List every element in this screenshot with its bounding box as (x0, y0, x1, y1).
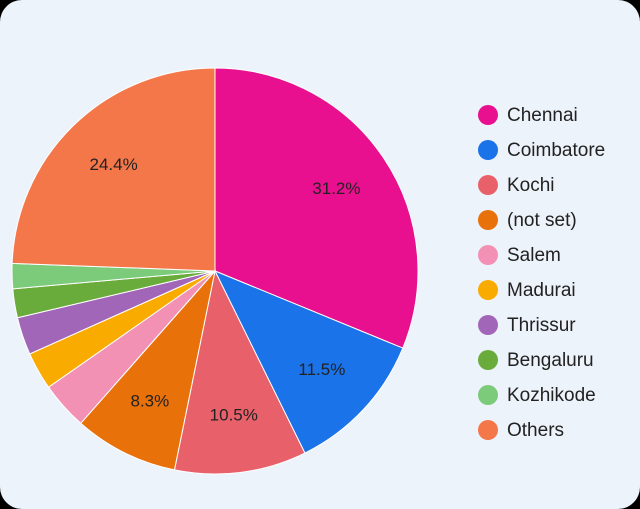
legend-label: Thrissur (507, 315, 576, 336)
legend-label: Others (507, 420, 564, 441)
data-label: 11.5% (298, 360, 345, 379)
legend-marker (478, 210, 498, 230)
data-label: 10.5% (210, 405, 258, 424)
legend-marker (478, 315, 498, 335)
legend-marker (478, 105, 498, 125)
pie-slice (11, 67, 216, 272)
data-label: 31.2% (312, 179, 360, 198)
legend-label: Coimbatore (507, 140, 605, 161)
legend-label: Kochi (507, 175, 555, 196)
legend-label: Bengaluru (507, 350, 594, 371)
data-label: 24.4% (90, 155, 138, 174)
pie-slice (213, 270, 404, 454)
legend-marker (478, 140, 498, 160)
legend-marker (478, 280, 498, 300)
legend-marker (478, 245, 498, 265)
pie-slice (214, 67, 419, 349)
legend-label: Kozhikode (507, 385, 596, 406)
legend-label: Salem (507, 245, 561, 266)
legend-marker (478, 385, 498, 405)
legend-label: (not set) (507, 210, 577, 231)
legend-marker (478, 175, 498, 195)
legend-label: Madurai (507, 280, 576, 301)
pie-slice (80, 269, 216, 471)
legend-marker (478, 420, 498, 440)
pie-slice (173, 269, 306, 475)
data-label: 8.3% (131, 391, 170, 410)
legend-label: Chennai (507, 105, 578, 126)
legend-marker (478, 350, 498, 370)
